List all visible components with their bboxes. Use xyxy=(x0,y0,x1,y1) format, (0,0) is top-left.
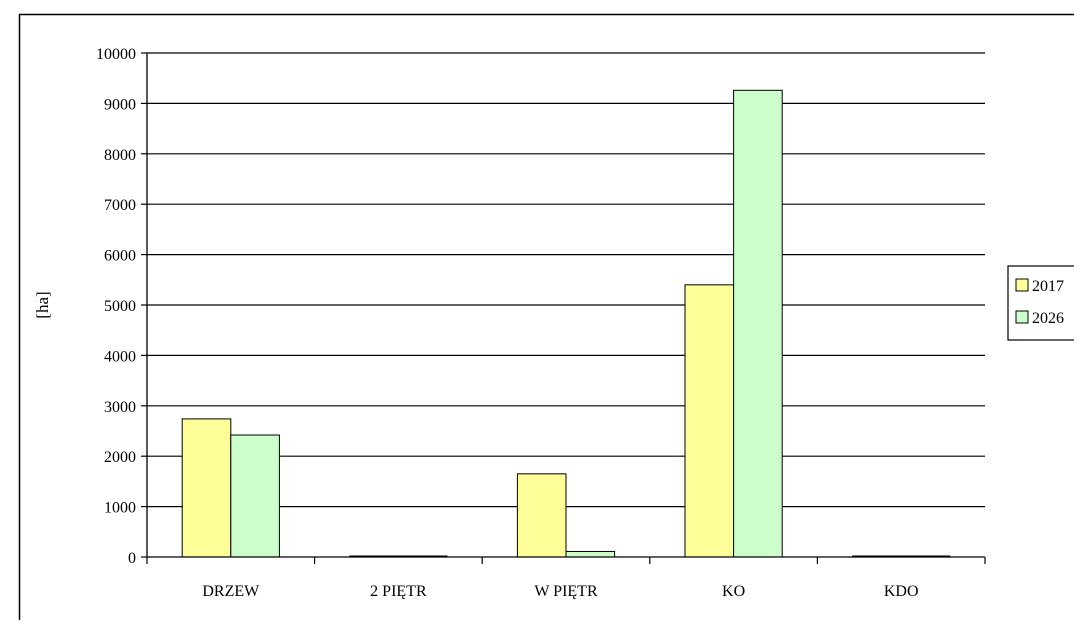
legend-label-2017: 2017 xyxy=(1032,278,1064,295)
x-tick-label: W PIĘTR xyxy=(534,583,598,600)
legend-swatch-2026 xyxy=(1016,311,1028,323)
y-tick-label: 1000 xyxy=(104,500,136,517)
bar-2026 xyxy=(566,551,615,557)
y-tick-label: 2000 xyxy=(104,449,136,466)
bar-2026 xyxy=(734,90,783,557)
y-tick-label: 7000 xyxy=(104,197,136,214)
y-tick-label: 9000 xyxy=(104,96,136,113)
x-tick-label: KO xyxy=(722,583,745,600)
bar-2017 xyxy=(685,285,734,557)
legend: 2017 2026 xyxy=(1008,266,1074,340)
bar-2017 xyxy=(517,474,566,557)
legend-swatch-2017 xyxy=(1016,279,1028,291)
x-tick-label: DRZEW xyxy=(202,583,260,600)
y-tick-label: 6000 xyxy=(104,248,136,265)
y-tick-label: 3000 xyxy=(104,399,136,416)
y-tick-label: 0 xyxy=(128,550,136,567)
y-tick-label: 8000 xyxy=(104,147,136,164)
bars xyxy=(182,90,950,557)
x-tick-label: KDO xyxy=(884,583,919,600)
y-axis-label: [ha] xyxy=(33,291,52,318)
y-tick-label: 5000 xyxy=(104,298,136,315)
y-tick-label: 4000 xyxy=(104,348,136,365)
bar-2017 xyxy=(182,419,231,557)
legend-label-2026: 2026 xyxy=(1032,310,1064,327)
bar-2026 xyxy=(231,435,280,557)
x-tick-label: 2 PIĘTR xyxy=(370,583,427,600)
y-tick-label: 10000 xyxy=(96,46,136,63)
